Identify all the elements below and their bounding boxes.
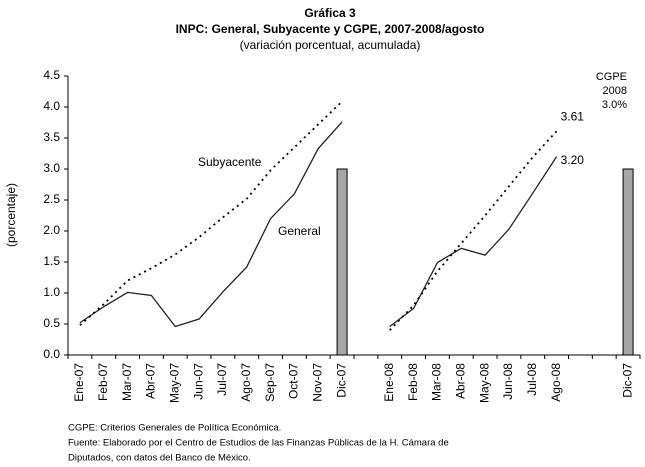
x-tick-label: Dic-07 [334, 363, 348, 398]
series-label: General [278, 224, 321, 238]
y-tick-label: 0.5 [43, 316, 60, 330]
x-tick-label: Ago-07 [239, 363, 253, 402]
y-tick-label: 4.5 [43, 68, 60, 82]
x-tick-label: Mar-08 [430, 363, 444, 401]
x-tick-label: May-08 [477, 363, 491, 403]
line [79, 121, 558, 328]
y-tick-label: 2.0 [43, 223, 60, 237]
x-tick-label: Jul-08 [525, 363, 539, 396]
x-tick-label: Feb-08 [406, 363, 420, 401]
y-tick-label: 1.5 [43, 254, 60, 268]
y-tick-label: 3.5 [43, 130, 60, 144]
chart-title: Gráfica 3 [304, 6, 356, 20]
x-tick-label: Ene-07 [72, 363, 86, 402]
x-tick-label: Sep-07 [263, 363, 277, 402]
data-label: 3.20 [561, 153, 585, 167]
x-tick-label: Jun-08 [501, 363, 515, 400]
x-tick-label: Jul-07 [215, 363, 229, 396]
x-tick-label: Ago-08 [549, 363, 563, 402]
note: CGPE: Criterios Generales de Política Ec… [68, 423, 281, 434]
x-tick-label: Oct-07 [287, 363, 301, 399]
x-tick-label: May-07 [167, 363, 181, 403]
y-tick-label: 3.0 [43, 161, 60, 175]
y-tick-label: 1.0 [43, 285, 60, 299]
x-tick-label: Feb-07 [96, 363, 110, 401]
chart-subtitle: (variación porcentual, acumulada) [240, 38, 421, 52]
data-label: 3.61 [561, 109, 585, 123]
series-label: Subyacente [198, 155, 262, 169]
x-tick-label: Ene-08 [382, 363, 396, 402]
x-tick-label: Mar-07 [120, 363, 134, 401]
note: Fuente: Elaborado por el Centro de Estud… [68, 438, 449, 449]
y-tick-label: 2.5 [43, 192, 60, 206]
chart-subtitle: INPC: General, Subyacente y CGPE, 2007-2… [176, 22, 485, 36]
bar [336, 168, 348, 356]
x-tick-label: Dic-07 [620, 363, 634, 398]
annotation: CGPE [596, 71, 627, 83]
x-tick-label: Abr-08 [453, 363, 467, 399]
annotation: 2008 [603, 85, 627, 97]
y-axis-label: (porcentaje) [4, 183, 18, 247]
y-tick-label: 4.0 [43, 99, 60, 113]
annotation: 3.0% [602, 99, 627, 111]
x-tick-label: Abr-07 [144, 363, 158, 399]
bar [622, 168, 634, 356]
x-tick-label: Jun-07 [191, 363, 205, 400]
y-tick-label: 0.0 [43, 347, 60, 361]
note: Diputados, con datos del Banco de México… [68, 453, 251, 464]
x-tick-label: Nov-07 [310, 363, 324, 402]
